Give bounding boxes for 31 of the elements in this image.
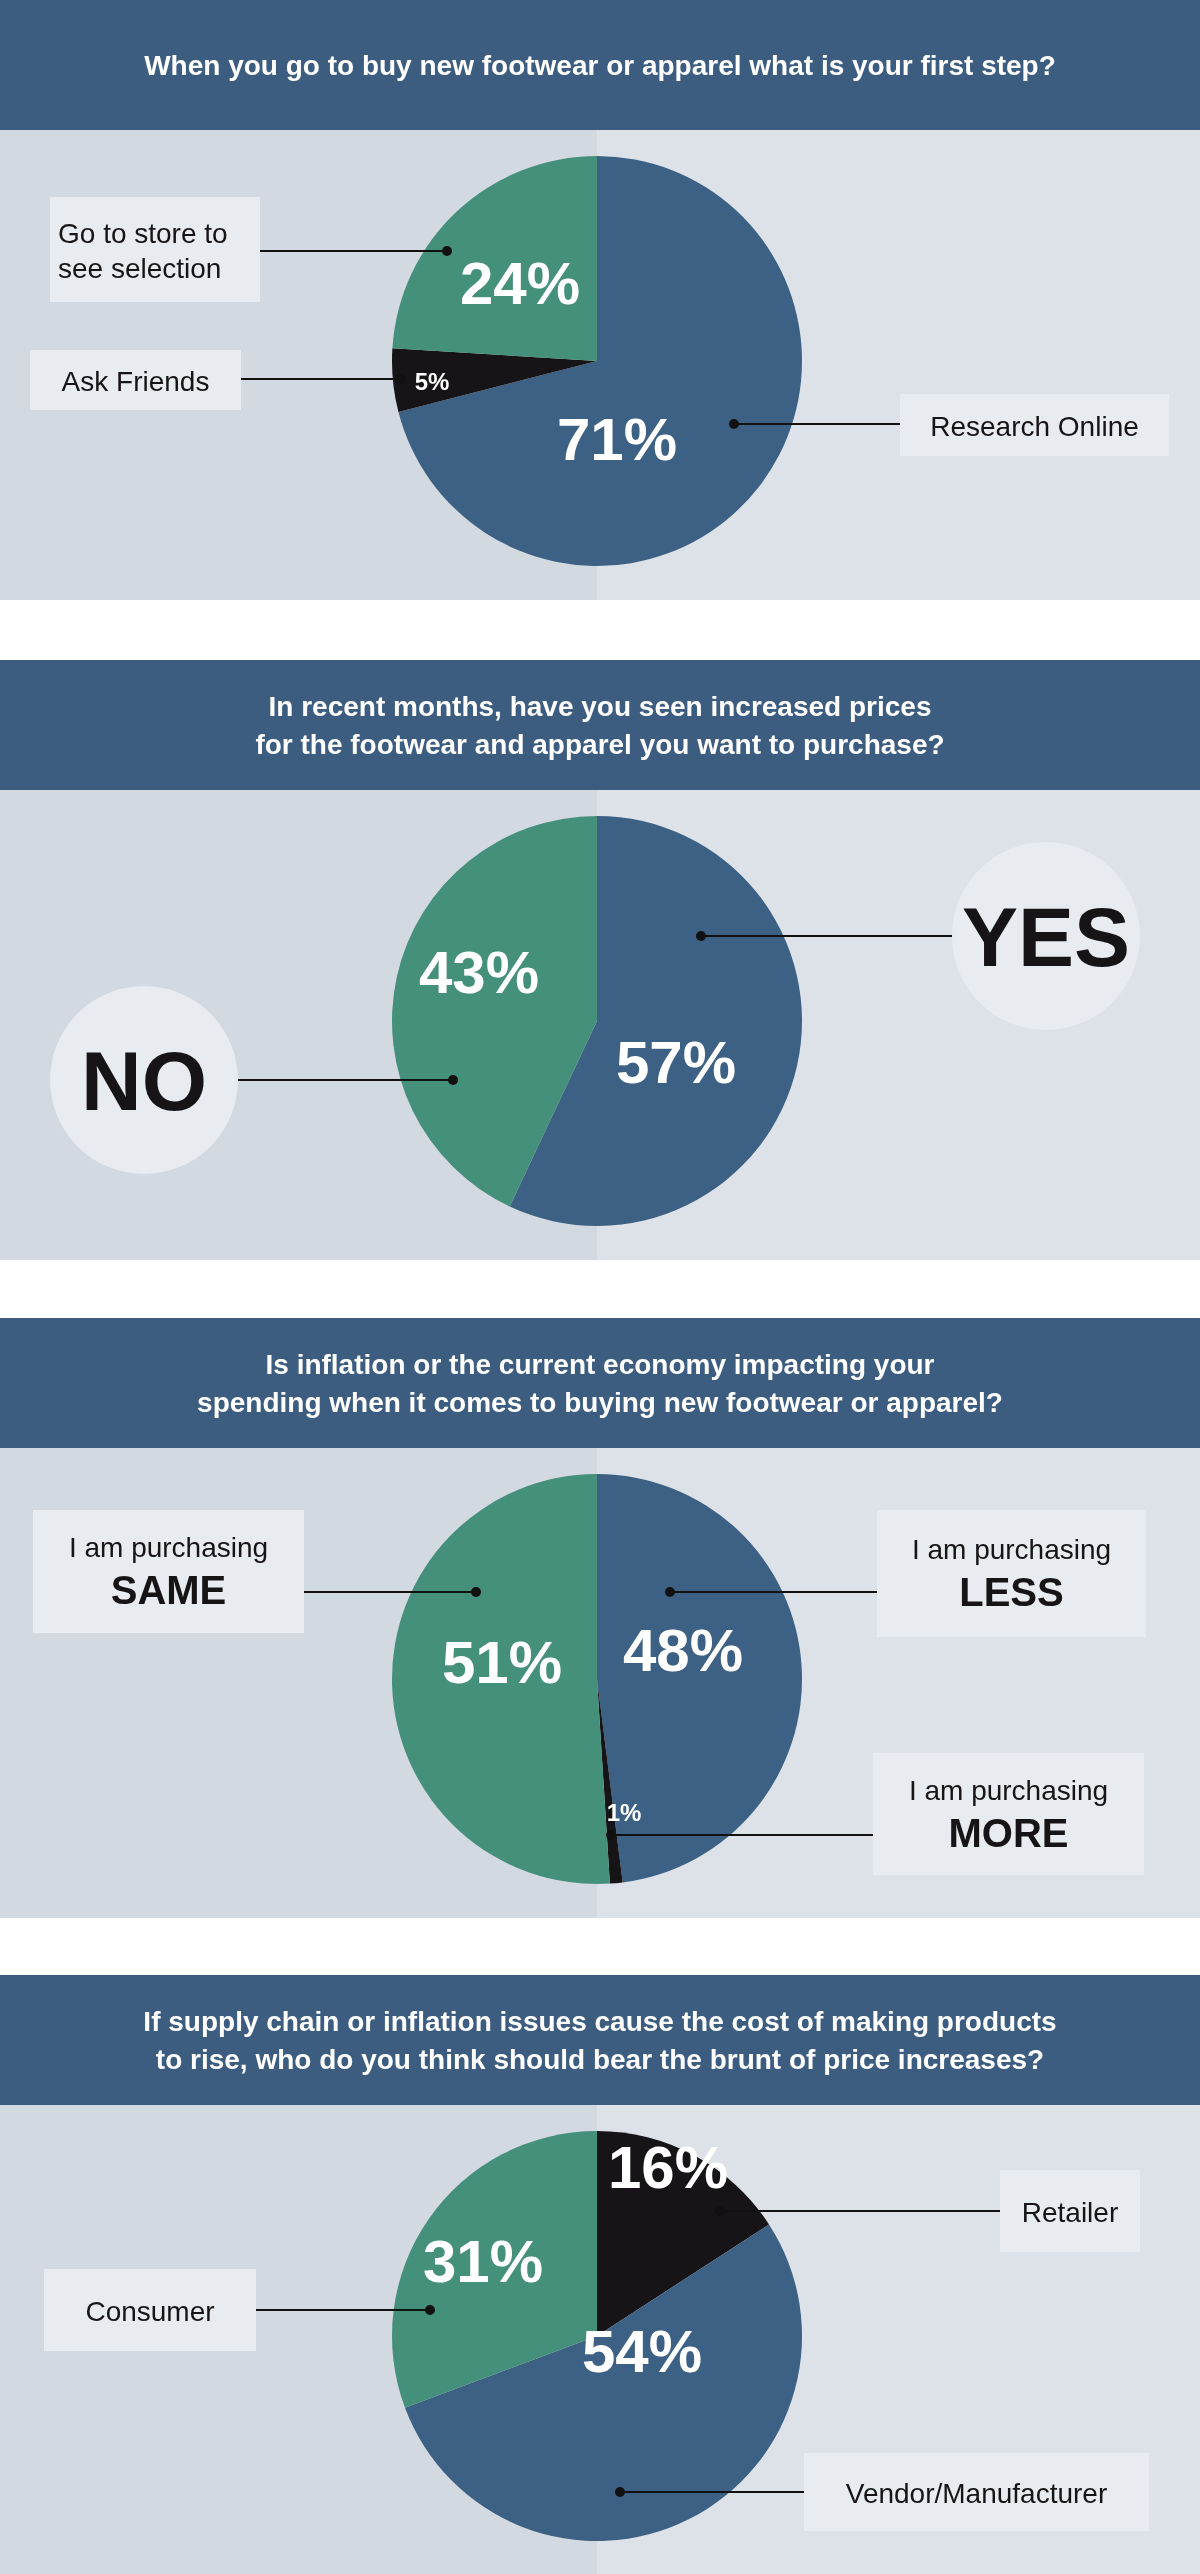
data-label: 16% — [607, 2134, 729, 2201]
chart-title: If supply chain or inflation issues cause the cost of making products to rise, who do you think should bear the brunt of price increases? — [143, 2006, 1057, 2075]
pie-slice — [398, 156, 802, 566]
slice-label: I am purchasing LESS — [911, 1534, 1112, 1614]
slice-label: I am purchasing MORE — [908, 1774, 1109, 1855]
slice-label: Ask Friends — [61, 365, 210, 397]
slice-label: Research Online — [930, 410, 1139, 442]
slice-label: I am purchasing SAME — [68, 1532, 269, 1612]
slice-label: Consumer — [85, 2295, 215, 2327]
data-label: 48% — [622, 1617, 744, 1684]
data-label: 51% — [441, 1629, 563, 1696]
pie-slice — [392, 1474, 610, 1884]
slice-label: Go to store to see selection — [58, 217, 228, 284]
data-label: 5% — [414, 368, 450, 395]
slice-label: Retailer — [1021, 2196, 1119, 2228]
data-label: 57% — [615, 1029, 737, 1096]
data-label: 31% — [422, 2228, 544, 2295]
chart-title: Is inflation or the current economy impacting your spending when it comes to buying new footwear or apparel? — [197, 1349, 1003, 1418]
slice-label: YES — [961, 890, 1131, 984]
slice-label: NO — [81, 1034, 207, 1128]
pie-slice — [392, 156, 597, 361]
pie-slice — [404, 2224, 802, 2541]
chart-title: When you go to buy new footwear or apparel what is your first step? — [144, 50, 1056, 81]
data-label: 71% — [556, 406, 678, 473]
data-label: 24% — [459, 250, 581, 317]
data-label: 54% — [581, 2318, 703, 2385]
pie-slice — [597, 1474, 802, 1883]
data-label: 43% — [418, 939, 540, 1006]
slice-label: Vendor/Manufacturer — [845, 2477, 1108, 2509]
chart-title: In recent months, have you seen increased prices for the footwear and apparel you want to purchase? — [255, 691, 945, 760]
pie-slice — [392, 816, 597, 1207]
